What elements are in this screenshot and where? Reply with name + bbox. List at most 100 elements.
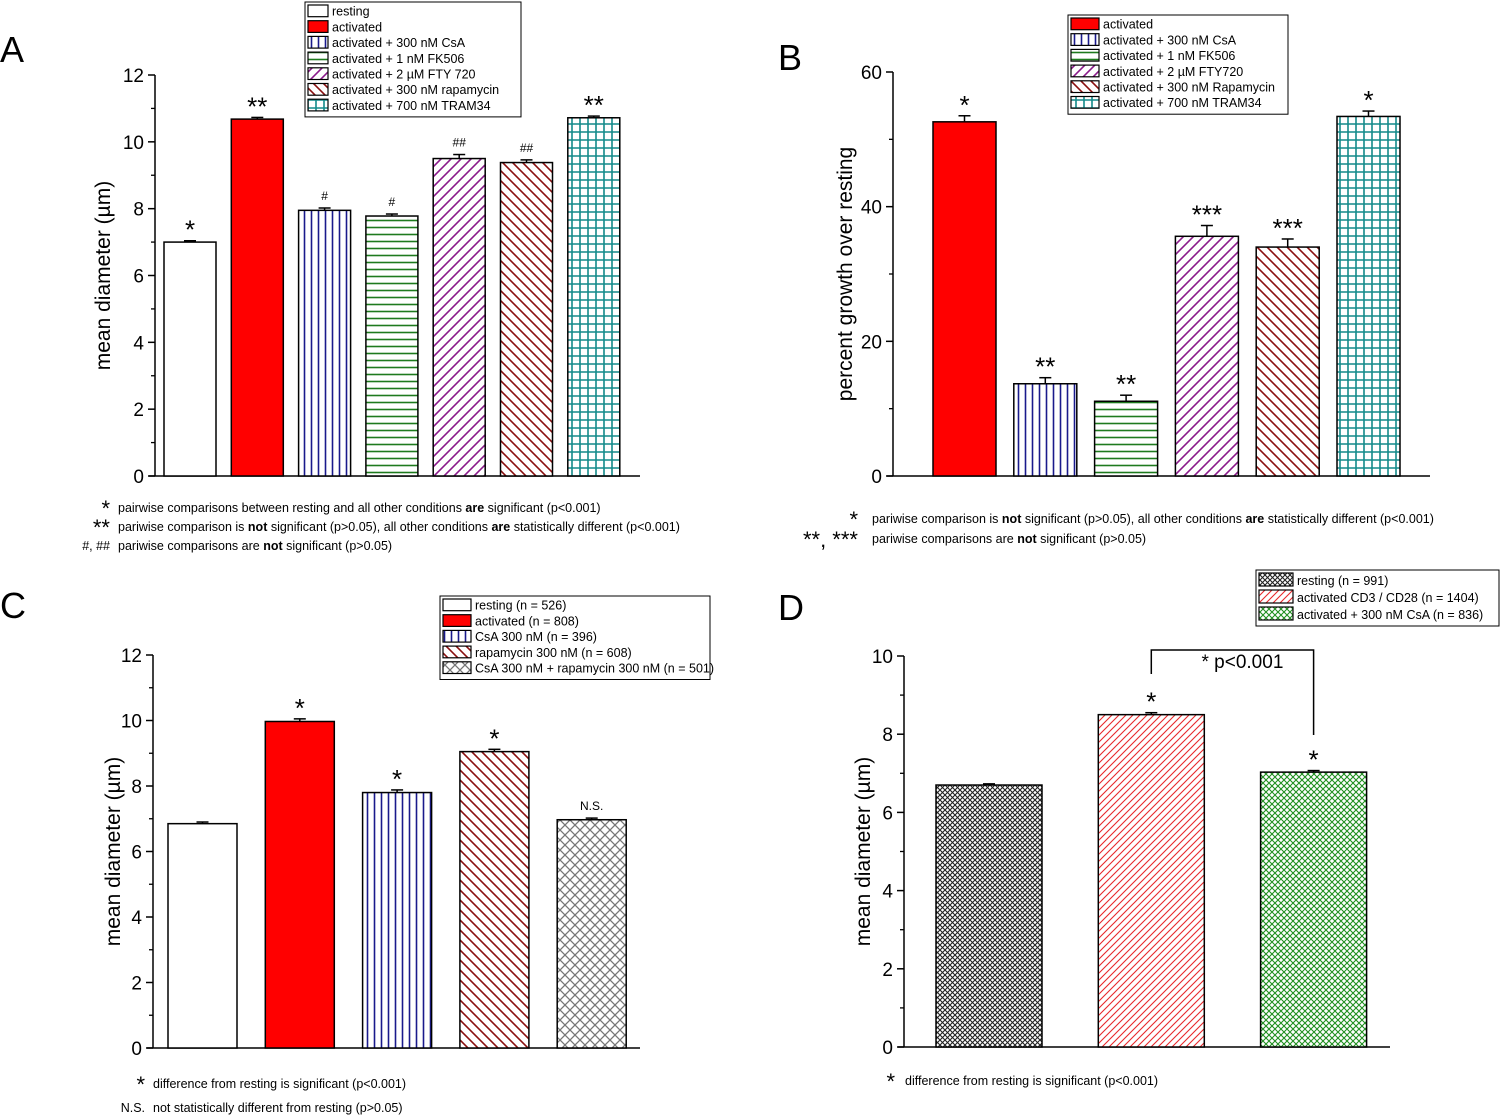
- significance-label: *: [1146, 687, 1156, 717]
- footnote-symbol: *: [886, 1069, 895, 1094]
- bar-activated-cd3-cd28-n-1404: [1097, 713, 1206, 1048]
- legend-swatch: [442, 661, 472, 675]
- y-tick-label: 6: [131, 843, 142, 864]
- significance-label: ***: [1273, 213, 1303, 243]
- legend-swatch: [307, 51, 329, 65]
- legend: resting (n = 991) activated CD3 / CD28 (n…: [1255, 569, 1500, 627]
- legend-label: CsA 300 nM (n = 396): [475, 630, 597, 644]
- footnote-span: pariwise comparisons are: [872, 532, 1017, 546]
- significance-label: **: [1116, 369, 1136, 399]
- legend-label: rapamycin 300 nM (n = 608): [475, 646, 632, 660]
- bar-activated-1-nm-fk506: [365, 215, 419, 477]
- bar-resting: [163, 241, 217, 477]
- footnote-symbol: **, ***: [803, 527, 858, 552]
- y-tick-label: 0: [871, 467, 882, 488]
- comparison-bracket: [1150, 649, 1315, 735]
- footnote-symbol: *: [136, 1072, 145, 1097]
- legend-swatch: [1070, 17, 1100, 31]
- y-tick-label: 0: [133, 467, 144, 488]
- significance-label: **: [247, 91, 267, 121]
- footnote-text: pariwise comparisons are not significant…: [118, 539, 392, 553]
- legend-label: activated CD3 / CD28 (n = 1404): [1297, 591, 1479, 605]
- bar-activated: [230, 118, 285, 477]
- footnotes: * difference from resting is significant …: [121, 1072, 406, 1115]
- panel-d: D 0 2 4 6 8 10 mean diameter (µm) * * * p<0.001 res…: [778, 569, 1500, 1094]
- footnote-emphasis: are: [1245, 512, 1264, 526]
- footnote-emphasis: not: [1017, 532, 1037, 546]
- legend-swatch: [1258, 589, 1294, 604]
- y-tick-label: 2: [133, 400, 144, 421]
- footnote-span: significant (p>0.05), all other conditio…: [1021, 512, 1245, 526]
- legend-frame: [1255, 569, 1500, 627]
- y-tick-label: 10: [123, 133, 144, 154]
- footnote-text: difference from resting is significant (…: [905, 1074, 1158, 1088]
- bar-activated-1-nm-fk506: [1093, 400, 1159, 477]
- legend-frame: [1067, 14, 1289, 115]
- footnote-span: statistically different (p<0.001): [510, 520, 680, 534]
- y-tick-label: 8: [133, 200, 144, 221]
- significance-label: ##: [453, 136, 467, 150]
- legend-label: activated + 1 nM FK506: [332, 52, 464, 66]
- bar-resting-n-991: [935, 784, 1043, 1048]
- significance-label: ##: [520, 141, 534, 155]
- bar-activated-300-nm-csa-n-836: [1259, 771, 1368, 1048]
- y-tick-label: 10: [121, 712, 142, 733]
- bar-resting-n-526: [167, 822, 238, 1049]
- bar-activated-300-nm-rapamycin: [499, 161, 554, 477]
- legend-label: resting: [332, 5, 370, 19]
- y-tick-label: 0: [882, 1038, 893, 1059]
- footnote-emphasis: not: [1002, 512, 1022, 526]
- legend-label: activated + 300 nM rapamycin: [332, 83, 499, 97]
- footnote-span: difference from resting is significant (…: [905, 1074, 1158, 1088]
- footnote-symbol: #, ##: [82, 539, 110, 553]
- footnotes: * difference from resting is significant …: [886, 1069, 1158, 1094]
- panel-letter: C: [0, 585, 26, 626]
- footnote-span: significant (p>0.05), all other conditio…: [267, 520, 491, 534]
- y-axis-title: percent growth over resting: [834, 147, 857, 401]
- bar-activated-700-nm-tram34: [567, 117, 621, 477]
- significance-label: **: [1035, 352, 1055, 382]
- bar-activated-2-m-fty720: [1174, 235, 1240, 477]
- legend-label: activated: [332, 20, 382, 34]
- panel-letter: A: [0, 29, 24, 70]
- legend-label: resting (n = 526): [475, 599, 566, 613]
- y-tick-label: 60: [861, 63, 882, 84]
- footnote-span: pariwise comparisons are: [118, 539, 263, 553]
- footnote-span: statistically different (p<0.001): [1264, 512, 1434, 526]
- y-tick-label: 12: [123, 66, 144, 87]
- y-axis-title: mean diameter (µm): [102, 757, 125, 946]
- legend-frame: [439, 595, 711, 680]
- panel-letter: D: [778, 587, 804, 628]
- legend-swatch: [307, 35, 329, 49]
- footnote-symbol: *: [101, 496, 110, 521]
- footnote-span: pariwise comparison is: [118, 520, 248, 534]
- y-tick-label: 6: [133, 267, 144, 288]
- significance-label: *: [1309, 745, 1319, 775]
- footnote-text: pairwise comparisons between resting and…: [118, 501, 601, 515]
- bar-activated-300-nm-rapamycin: [1255, 246, 1320, 477]
- bar-activated-700-nm-tram34: [1336, 115, 1401, 477]
- panel-c: C 0 2 4 6 8 10 12 mean diameter (µm) * * * N.S. resti…: [0, 585, 714, 1115]
- legend-label: activated + 700 nM TRAM34: [1103, 96, 1262, 110]
- legend-swatch: [1070, 95, 1100, 109]
- legend-label: activated: [1103, 18, 1153, 32]
- y-tick-label: 2: [882, 960, 893, 981]
- legend-swatch: [307, 67, 329, 81]
- legend-swatch: [307, 4, 329, 18]
- legend-label: activated + 2 µM FTY720: [1103, 65, 1243, 79]
- legend-label: activated + 2 µM FTY 720: [332, 68, 476, 82]
- footnote-text: pariwise comparison is not significant (…: [872, 512, 1434, 526]
- legend-swatch: [307, 98, 329, 112]
- legend-label: activated + 300 nM CsA: [1103, 33, 1237, 47]
- significance-label: **: [584, 90, 604, 120]
- legend-label: activated + 300 nM CsA (n = 836): [1297, 608, 1483, 622]
- y-tick-label: 20: [861, 332, 882, 353]
- legend-swatch: [442, 629, 472, 643]
- bar-activated: [932, 121, 997, 477]
- footnote-span: significant (p>0.05): [283, 539, 392, 553]
- footnote-span: not statistically different from resting…: [153, 1101, 403, 1115]
- footnote-text: pariwise comparisons are not significant…: [872, 532, 1146, 546]
